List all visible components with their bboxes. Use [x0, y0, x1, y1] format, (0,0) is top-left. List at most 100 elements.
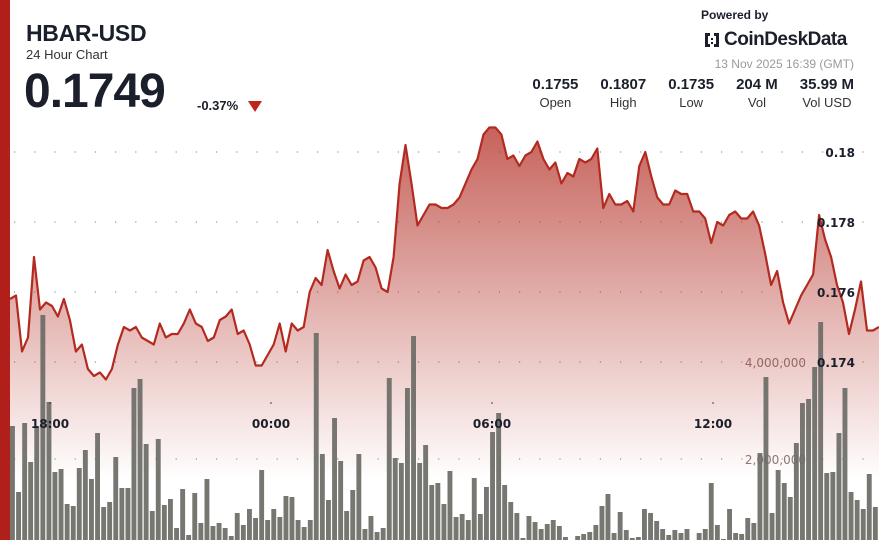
- volume-bar: [240, 525, 246, 540]
- stat-open: 0.1755 Open: [532, 76, 578, 110]
- volume-bar: [629, 538, 635, 540]
- volume-bar: [714, 525, 720, 540]
- coindesk-mark-icon: [703, 31, 721, 49]
- volume-bar: [149, 511, 155, 540]
- volume-bar: [283, 496, 289, 540]
- x-tick-label: 12:00: [694, 417, 732, 431]
- volume-bar: [58, 469, 64, 540]
- volume-bar: [192, 493, 198, 540]
- volume-bar: [398, 463, 404, 540]
- volume-bar: [447, 471, 453, 540]
- volume-bar: [836, 433, 842, 540]
- volume-bar: [502, 485, 508, 540]
- volume-bar: [313, 333, 319, 540]
- volume-bar: [471, 478, 477, 540]
- volume-bar: [872, 507, 878, 540]
- volume-bar: [769, 513, 775, 540]
- volume-bar: [392, 458, 398, 540]
- price-change: -0.37%: [197, 98, 239, 113]
- volume-bar: [210, 526, 216, 540]
- volume-bar: [860, 509, 866, 540]
- volume-bar: [95, 433, 100, 540]
- volume-bar: [660, 529, 666, 540]
- volume-bar: [550, 520, 556, 540]
- coindesk-logo: CoinDeskData: [703, 29, 847, 51]
- volume-bar: [76, 468, 82, 540]
- volume-bar: [307, 520, 313, 540]
- volume-bar: [22, 423, 28, 540]
- volume-bar: [563, 537, 568, 540]
- volume-bar: [745, 518, 751, 540]
- volume-bar: [82, 450, 88, 540]
- volume-bar: [538, 529, 544, 540]
- volume-bar: [702, 529, 708, 540]
- volume-bar: [40, 315, 46, 540]
- volume-bar: [180, 489, 186, 540]
- volume-bar: [277, 517, 283, 540]
- x-tick-label: 06:00: [473, 417, 511, 431]
- volume-bar: [435, 483, 441, 540]
- volume-bar: [739, 534, 745, 540]
- volume-bar: [514, 513, 520, 540]
- volume-bar: [125, 488, 131, 540]
- stat-value: 0.1807: [600, 76, 647, 93]
- volume-bar: [161, 505, 167, 540]
- powered-by-label: Powered by: [701, 8, 769, 22]
- y-tick-label: 0.174: [817, 356, 855, 370]
- volume-bar: [842, 388, 848, 540]
- volume-bar: [508, 502, 514, 540]
- timestamp: 13 Nov 2025 16:39 (GMT): [714, 57, 854, 71]
- stat-value: 0.1755: [532, 76, 579, 93]
- volume-bar: [453, 517, 459, 540]
- volume-bar: [411, 336, 416, 540]
- price-area: [10, 127, 879, 540]
- volume-bar: [763, 377, 769, 540]
- stat-vol-usd: 35.99 M Vol USD: [800, 76, 854, 110]
- volume-bar: [289, 497, 295, 540]
- volume-bar: [800, 403, 805, 540]
- symbol-title: HBAR-USD: [26, 20, 147, 46]
- volume-bar: [70, 506, 76, 540]
- price-axis-labels: 0.18 0.178 0.176 0.174: [817, 146, 855, 370]
- volume-bar: [234, 513, 240, 540]
- stat-label: High: [609, 95, 637, 110]
- volume-bar: [459, 514, 465, 540]
- volume-bar: [131, 388, 137, 540]
- volume-bar: [222, 528, 228, 540]
- volume-bar: [708, 483, 714, 540]
- volume-bar: [16, 492, 21, 540]
- volume-bar: [326, 500, 331, 540]
- volume-bars: [10, 315, 878, 540]
- stat-label: Vol: [747, 95, 766, 110]
- stat-high: 0.1807 High: [600, 76, 646, 110]
- volume-bar: [89, 479, 94, 540]
- volume-bar: [617, 512, 623, 540]
- x-tick-mark: [270, 402, 272, 404]
- volume-bar: [417, 463, 423, 540]
- volume-bar: [642, 509, 647, 540]
- stats-row: 0.1755 Open 0.1807 High 0.1735 Low 204 M Vol…: [510, 76, 854, 110]
- volume-bar: [374, 532, 380, 540]
- volume-bar: [204, 479, 210, 540]
- time-axis-labels: 18:00 00:00 06:00 12:00: [31, 402, 732, 431]
- volume-bar: [696, 533, 702, 540]
- volume-bar: [654, 521, 660, 540]
- volume-bar: [441, 504, 447, 540]
- volume-bar: [344, 511, 350, 540]
- x-tick-label: 18:00: [31, 417, 69, 431]
- brand-name: CoinDeskData: [724, 29, 847, 50]
- volume-bar: [350, 490, 356, 540]
- stat-value: 0.1735: [668, 76, 715, 93]
- volume-bar: [830, 472, 836, 540]
- volume-bar: [824, 473, 830, 540]
- volume-bar: [405, 388, 410, 540]
- volume-bar: [812, 367, 818, 540]
- volume-bar: [496, 413, 502, 540]
- volume-bar: [368, 516, 374, 540]
- volume-bar: [52, 472, 58, 540]
- x-tick-mark: [49, 402, 51, 404]
- volume-bar: [253, 518, 258, 540]
- volume-bar: [672, 530, 678, 540]
- volume-bar: [338, 461, 344, 540]
